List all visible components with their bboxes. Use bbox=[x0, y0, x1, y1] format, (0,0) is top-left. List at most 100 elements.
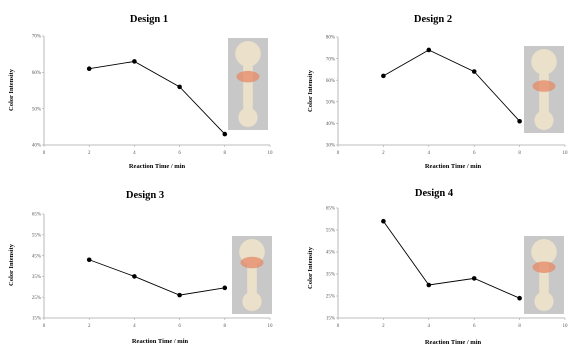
series-line bbox=[383, 49, 520, 122]
x-axis-label: Reaction Time / min bbox=[425, 163, 482, 170]
data-point bbox=[132, 274, 137, 279]
x-tick-label: 10 bbox=[563, 151, 568, 156]
y-tick-label: 80% bbox=[326, 36, 335, 41]
y-tick-label: 45% bbox=[326, 251, 335, 256]
device-photo-inset bbox=[524, 46, 564, 133]
x-tick-label: 10 bbox=[563, 324, 568, 329]
y-tick-label: 45% bbox=[32, 254, 41, 259]
device-channel bbox=[243, 53, 253, 118]
x-tick-label: 10 bbox=[268, 151, 274, 156]
x-tick-label: 6 bbox=[473, 324, 476, 329]
device-top-well bbox=[235, 41, 261, 67]
device-top-well bbox=[531, 239, 557, 265]
y-tick-label: 60% bbox=[326, 79, 335, 84]
x-tick-label: 8 bbox=[224, 151, 227, 156]
data-point bbox=[177, 84, 182, 90]
y-tick-label: 35% bbox=[32, 275, 41, 280]
y-tick-label: 60% bbox=[32, 71, 41, 76]
x-tick-label: 6 bbox=[473, 151, 476, 156]
device-bottom-well bbox=[534, 110, 554, 130]
data-point bbox=[177, 292, 182, 298]
chart-title: Design 3 bbox=[126, 190, 164, 201]
x-tick-label: 6 bbox=[178, 324, 181, 329]
x-tick-label: 0 bbox=[43, 151, 46, 156]
chart-panel-2: Design 2 Color Intensity Reaction Time / m… bbox=[284, 0, 568, 173]
x-tick-label: 10 bbox=[268, 324, 274, 329]
data-point bbox=[471, 69, 477, 74]
chart-panel-4: Design 4 Color Intensity Reaction Time / m… bbox=[284, 173, 568, 346]
data-point bbox=[517, 118, 522, 124]
chart-panel-1: Design 1 Color Intensity Reaction Time / m… bbox=[0, 0, 284, 173]
y-tick-label: 65% bbox=[326, 207, 335, 212]
chart-title: Design 2 bbox=[414, 14, 452, 25]
device-channel bbox=[539, 251, 549, 302]
x-tick-label: 2 bbox=[382, 151, 385, 156]
y-tick-label: 55% bbox=[326, 229, 335, 234]
data-point bbox=[426, 47, 432, 53]
y-tick-label: 50% bbox=[32, 107, 41, 112]
x-tick-label: 4 bbox=[133, 324, 136, 329]
x-tick-label: 8 bbox=[518, 324, 521, 329]
chart-svg: Design 1 Color Intensity Reaction Time / m… bbox=[8, 14, 274, 170]
data-point bbox=[132, 59, 137, 64]
data-point bbox=[86, 66, 92, 71]
x-tick-label: 4 bbox=[428, 324, 431, 329]
x-tick-label: 0 bbox=[337, 324, 340, 329]
series-line bbox=[383, 220, 520, 299]
y-tick-label: 30% bbox=[326, 144, 335, 149]
device-photo-inset bbox=[232, 236, 272, 314]
chart-svg: Design 2 Color Intensity Reaction Time / m… bbox=[307, 14, 568, 170]
x-tick-label: 6 bbox=[178, 151, 181, 156]
y-tick-label: 25% bbox=[326, 295, 335, 300]
data-point bbox=[381, 218, 386, 224]
y-tick-label: 15% bbox=[32, 317, 41, 322]
y-tick-label: 40% bbox=[326, 122, 335, 127]
data-point bbox=[222, 285, 228, 291]
x-tick-label: 2 bbox=[382, 324, 385, 329]
x-tick-label: 2 bbox=[88, 151, 91, 156]
device-channel bbox=[247, 251, 257, 302]
y-tick-label: 15% bbox=[326, 317, 335, 322]
x-tick-label: 8 bbox=[224, 324, 227, 329]
device-color-spot bbox=[240, 256, 264, 269]
device-color-spot bbox=[236, 70, 260, 83]
x-axis-label: Reaction Time / min bbox=[425, 339, 482, 346]
device-bottom-well bbox=[242, 291, 262, 311]
y-tick-label: 40% bbox=[32, 144, 41, 149]
x-tick-label: 2 bbox=[88, 324, 91, 329]
data-point bbox=[426, 282, 432, 288]
y-tick-label: 25% bbox=[32, 296, 41, 301]
x-tick-label: 4 bbox=[133, 151, 136, 156]
chart-title: Design 4 bbox=[415, 188, 454, 199]
x-axis-label: Reaction Time / min bbox=[129, 163, 186, 170]
y-tick-label: 65% bbox=[32, 213, 41, 218]
data-point bbox=[86, 257, 92, 263]
series-line bbox=[89, 259, 225, 296]
chart-svg: Design 4 Color Intensity Reaction Time / m… bbox=[307, 188, 568, 346]
device-photo-inset bbox=[524, 236, 564, 314]
y-tick-label: 50% bbox=[326, 101, 335, 106]
y-axis-label: Color Intensity bbox=[307, 246, 314, 289]
y-tick-label: 35% bbox=[326, 273, 335, 278]
y-axis-label: Color Intensity bbox=[307, 69, 314, 112]
y-axis-label: Color Intensity bbox=[8, 68, 15, 111]
y-tick-label: 55% bbox=[32, 234, 41, 239]
data-point bbox=[381, 73, 386, 79]
x-tick-label: 8 bbox=[518, 151, 521, 156]
device-photo-inset bbox=[228, 38, 268, 130]
device-bottom-well bbox=[238, 107, 258, 127]
x-axis-label: Reaction Time / min bbox=[132, 338, 189, 345]
chart-panel-3: Design 3 Color Intensity Reaction Time / m… bbox=[0, 173, 284, 346]
x-tick-label: 0 bbox=[43, 324, 46, 329]
device-color-spot bbox=[532, 261, 556, 273]
chart-svg: Design 3 Color Intensity Reaction Time / m… bbox=[8, 190, 274, 345]
data-point bbox=[222, 131, 228, 137]
device-top-well bbox=[531, 49, 557, 75]
y-axis-label: Color Intensity bbox=[8, 243, 15, 286]
data-point bbox=[517, 295, 522, 301]
device-color-spot bbox=[532, 80, 556, 92]
x-tick-label: 0 bbox=[337, 151, 340, 156]
series-line bbox=[89, 60, 226, 135]
data-point bbox=[471, 276, 477, 281]
